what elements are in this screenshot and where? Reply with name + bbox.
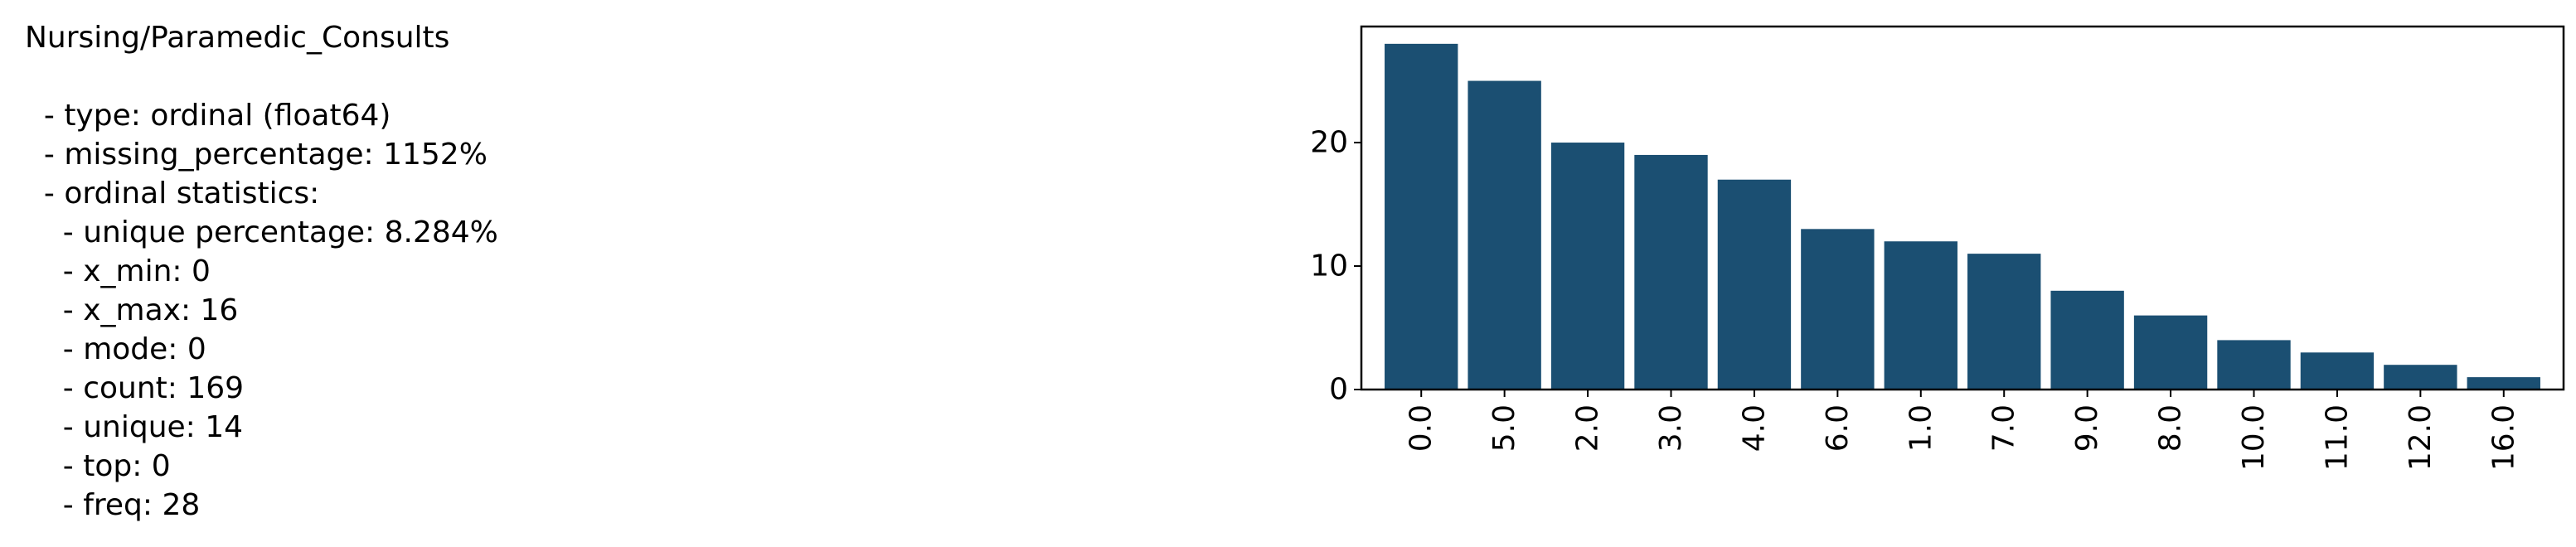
- y-tick-label: 20: [1310, 126, 1348, 160]
- y-tick-label: 0: [1329, 373, 1348, 407]
- x-tick-label: 2.0: [1571, 404, 1605, 452]
- stats-line-ordinal-statistics: - ordinal statistics:: [25, 177, 320, 211]
- x-tick-label: 8.0: [2154, 404, 2188, 452]
- bar-2.0: [1550, 143, 1625, 390]
- x-axis-ticks: 0.0 5.0 2.0 3.0 4.0 6.0 1.0 7.0 9.0 8.0 10.0 11.0 12…: [1404, 390, 2520, 471]
- bar-4.0: [1717, 179, 1792, 390]
- bar-11.0: [2300, 352, 2375, 390]
- bar-12.0: [2384, 365, 2457, 390]
- stats-line-x-min: - x_min: 0: [25, 254, 211, 288]
- stats-line-mode: - mode: 0: [25, 332, 206, 366]
- x-tick-label: 1.0: [1904, 404, 1938, 452]
- bar-8.0: [2133, 315, 2208, 390]
- x-tick-label: 6.0: [1821, 404, 1855, 452]
- bar-7.0: [1967, 254, 2041, 390]
- bar-3.0: [1634, 154, 1708, 390]
- bar-16.0: [2467, 377, 2540, 390]
- stats-line-unique-percentage: - unique percentage: 8.284%: [25, 215, 498, 249]
- stats-line-count: - count: 169: [25, 371, 245, 405]
- x-tick-label: 4.0: [1737, 404, 1771, 452]
- bar-9.0: [2050, 290, 2124, 390]
- bar-1.0: [1884, 241, 1957, 390]
- x-tick-label: 9.0: [2070, 404, 2104, 452]
- stats-panel: Nursing/Paramedic_Consults - type: ordin…: [25, 18, 1186, 525]
- bar-5.0: [1467, 80, 1541, 390]
- y-tick-label: 10: [1310, 249, 1348, 283]
- x-tick-label: 5.0: [1487, 404, 1521, 452]
- stats-line-unique: - unique: 14: [25, 410, 244, 444]
- bar-series: [1385, 43, 2540, 390]
- x-tick-label: 11.0: [2320, 404, 2354, 471]
- x-tick-label: 10.0: [2237, 404, 2271, 471]
- bar-6.0: [1801, 229, 1875, 390]
- x-tick-label: 0.0: [1404, 404, 1438, 452]
- x-tick-label: 7.0: [1987, 404, 2021, 452]
- y-axis-ticks: 0 10 20: [1310, 126, 1361, 407]
- x-tick-label: 3.0: [1654, 404, 1688, 452]
- stats-line-missing-percentage: - missing_percentage: 1152%: [25, 138, 488, 172]
- stats-title: Nursing/Paramedic_Consults: [25, 21, 450, 55]
- x-tick-label: 12.0: [2404, 404, 2438, 471]
- stats-line-type: - type: ordinal (float64): [25, 99, 391, 133]
- stats-line-top: - top: 0: [25, 449, 171, 483]
- bar-10.0: [2217, 340, 2291, 390]
- stats-line-freq: - freq: 28: [25, 488, 201, 522]
- plot-frame: [1360, 25, 2565, 391]
- bar-0.0: [1385, 43, 1458, 390]
- x-tick-label: 16.0: [2486, 404, 2520, 471]
- stats-line-x-max: - x_max: 16: [25, 293, 239, 327]
